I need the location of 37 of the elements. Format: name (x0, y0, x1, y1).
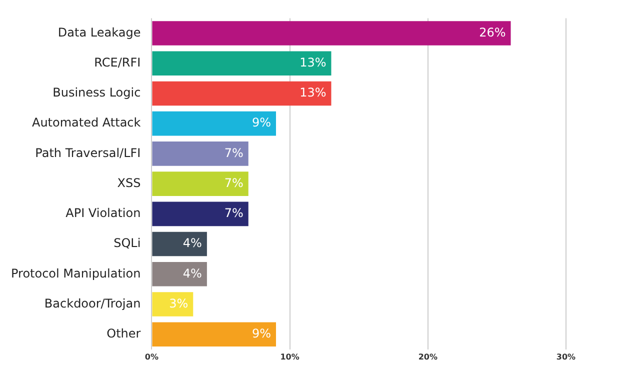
data-label: 3% (169, 296, 188, 310)
bar (152, 202, 248, 226)
data-label: 4% (182, 236, 202, 250)
bar (152, 172, 248, 196)
data-label: 13% (300, 86, 326, 100)
bar (152, 142, 248, 166)
bar (152, 292, 194, 316)
y-tick-label: RCE/RFI (94, 55, 141, 70)
y-tick-label: Other (106, 326, 141, 340)
bar (152, 232, 207, 256)
y-tick-label: API Violation (66, 206, 141, 220)
data-label: 9% (252, 116, 271, 130)
y-tick-label: Backdoor/Trojan (44, 296, 141, 310)
y-tick-label: Path Traversal/LFI (35, 146, 141, 160)
y-tick-label: Data Leakage (58, 25, 141, 40)
bar (152, 81, 332, 106)
data-label: 26% (479, 25, 506, 40)
data-label: 4% (182, 266, 202, 280)
bar (152, 322, 276, 346)
x-tick-label: 0% (144, 352, 159, 362)
data-label: 9% (252, 326, 271, 340)
x-tick-label: 30% (556, 352, 576, 362)
bar (152, 262, 207, 286)
x-tick-label: 20% (418, 352, 438, 362)
bar (152, 111, 276, 136)
data-label: 7% (224, 206, 244, 220)
y-tick-label: Business Logic (52, 86, 141, 100)
data-label: 7% (224, 146, 244, 160)
y-tick-label: Automated Attack (32, 116, 141, 130)
data-label: 7% (224, 176, 244, 190)
data-label: 13% (300, 55, 326, 70)
y-tick-label: Protocol Manipulation (10, 266, 141, 280)
y-tick-label: SQLi (114, 236, 141, 250)
y-tick-label: XSS (117, 176, 141, 190)
bar (152, 21, 511, 46)
x-tick-label: 10% (280, 352, 300, 362)
bar (152, 51, 332, 76)
